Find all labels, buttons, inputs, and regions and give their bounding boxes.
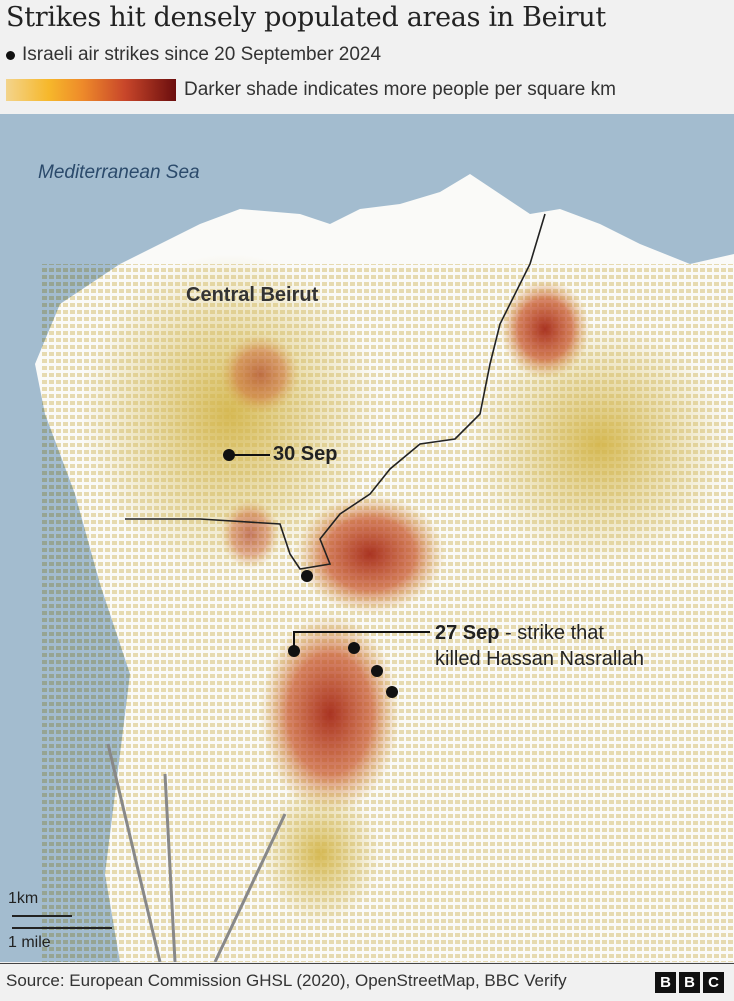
scale-km-label: 1km: [8, 890, 39, 907]
airport-runways: [106, 743, 287, 963]
density-hotspot: [295, 494, 445, 614]
strike-marker[interactable]: [348, 642, 360, 654]
strike-dot-icon: [6, 50, 15, 60]
annotation-30sep: 30 Sep: [273, 443, 338, 465]
density-hotspot: [220, 499, 280, 569]
source-text: Source: European Commission GHSL (2020),…: [6, 971, 567, 990]
scale-mile-label: 1 mile: [8, 934, 51, 951]
annotation-27sep-date: 27 Sep: [435, 622, 500, 644]
leader-line-27sep: [293, 631, 430, 651]
annotation-27sep-text: - strike that: [499, 622, 604, 644]
sea-label: Mediterranean Sea: [38, 162, 200, 183]
density-area: [470, 324, 730, 564]
chart-title: Strikes hit densely populated areas in B…: [6, 2, 606, 33]
logo-letter: B: [655, 972, 676, 993]
strike-marker[interactable]: [386, 686, 398, 698]
district-boundary: [125, 213, 546, 570]
strike-markers: [223, 449, 398, 698]
annotation-27sep: 27 Sep - strike that killed Hassan Nasral…: [435, 620, 644, 672]
strike-marker[interactable]: [371, 665, 383, 677]
footer: Source: European Commission GHSL (2020),…: [0, 963, 734, 1001]
annotation-27sep-text2: killed Hassan Nasrallah: [435, 648, 644, 670]
legend-strikes: Israeli air strikes since 20 September 2…: [6, 44, 381, 66]
header: Strikes hit densely populated areas in B…: [0, 0, 734, 112]
density-hotspot: [260, 614, 400, 814]
density-area: [260, 784, 380, 924]
legend-density-label: Darker shade indicates more people per s…: [184, 79, 616, 100]
density-area: [80, 254, 380, 574]
density-hotspot: [500, 279, 590, 379]
logo-letter: C: [703, 972, 724, 993]
map: Mediterranean Sea Central Beirut 30 Sep …: [0, 114, 734, 963]
strike-marker[interactable]: [288, 645, 300, 657]
legend-strikes-label: Israeli air strikes since 20 September 2…: [22, 44, 382, 65]
city-label: Central Beirut: [186, 284, 319, 306]
density-color-ramp: [6, 79, 176, 101]
strike-marker[interactable]: [301, 570, 313, 582]
density-hotspot: [220, 334, 300, 414]
legend-density: Darker shade indicates more people per s…: [6, 79, 616, 101]
strike-marker[interactable]: [223, 449, 235, 461]
logo-letter: B: [679, 972, 700, 993]
map-canvas: [0, 114, 734, 963]
